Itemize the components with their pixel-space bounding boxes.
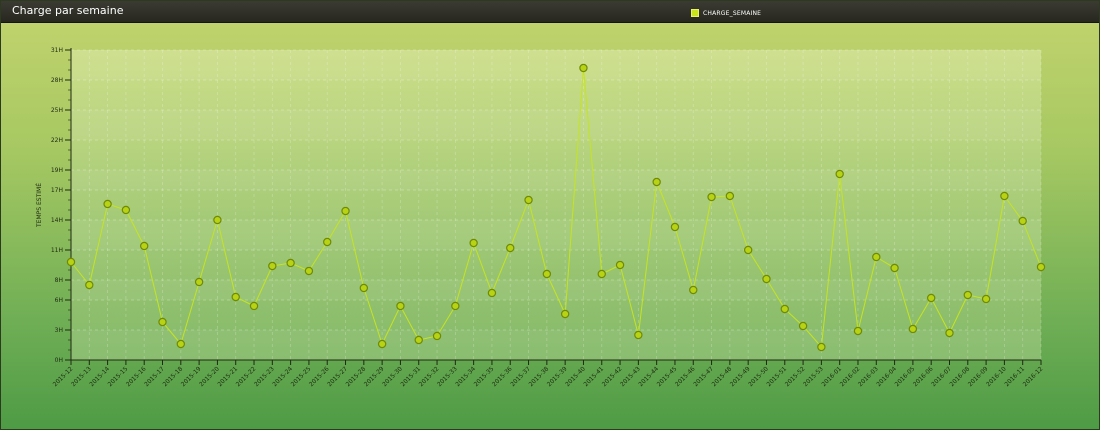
data-point <box>853 326 863 336</box>
data-point <box>1018 216 1027 226</box>
data-point <box>103 199 112 209</box>
data-point <box>341 206 350 216</box>
data-point <box>323 237 332 247</box>
data-point <box>670 222 680 232</box>
data-point <box>542 269 552 279</box>
data-point <box>1036 262 1046 272</box>
data-point <box>963 290 972 300</box>
y-tick-label: 14H <box>51 217 63 224</box>
data-point <box>634 330 643 340</box>
legend-swatch <box>691 9 699 17</box>
data-point <box>945 328 954 338</box>
grid-band <box>71 110 1041 140</box>
y-tick-label: 17H <box>51 187 63 194</box>
data-point <box>560 309 570 319</box>
data-point <box>780 304 789 314</box>
data-point <box>689 285 698 295</box>
y-tick-label: 3H <box>55 327 63 334</box>
data-point <box>286 258 295 268</box>
y-tick-label: 19H <box>51 167 63 174</box>
grid-band <box>71 280 1041 300</box>
data-point <box>872 252 881 262</box>
data-point <box>213 215 222 225</box>
data-point <box>652 177 661 187</box>
title-bar: Charge par semaine CHARGE_SEMAINE <box>1 1 1099 23</box>
data-point <box>890 263 899 273</box>
data-point <box>798 321 808 331</box>
data-point <box>506 243 515 253</box>
y-tick-label: 8H <box>55 277 63 284</box>
y-tick-label: 31H <box>51 47 63 54</box>
data-point <box>469 238 478 248</box>
data-point <box>1000 191 1009 201</box>
data-point <box>85 280 94 290</box>
data-point <box>981 294 991 304</box>
data-point <box>908 324 918 334</box>
y-axis-label: TEMPS ESTIMÉ <box>35 183 43 228</box>
legend: CHARGE_SEMAINE <box>691 8 761 18</box>
x-tick-label: 2016-12 <box>1022 365 1045 388</box>
data-point <box>140 241 149 251</box>
data-point <box>231 292 240 302</box>
data-point <box>414 335 423 345</box>
data-point <box>926 293 936 303</box>
data-point <box>579 63 588 73</box>
data-point <box>249 301 259 311</box>
data-point <box>725 191 735 201</box>
data-point <box>762 274 771 284</box>
data-point <box>524 195 533 205</box>
y-tick-label: 22H <box>51 137 63 144</box>
data-point <box>268 261 277 271</box>
chart-title: Charge par semaine <box>12 4 124 17</box>
y-tick-label: 11H <box>51 247 63 254</box>
legend-label: CHARGE_SEMAINE <box>703 9 762 17</box>
data-point <box>359 283 369 293</box>
data-point <box>396 301 405 311</box>
grid-band <box>71 330 1041 360</box>
grid-band <box>71 220 1041 250</box>
data-point <box>597 269 606 279</box>
data-point <box>66 257 76 267</box>
data-point <box>432 331 442 341</box>
data-point <box>304 266 314 276</box>
grid-band <box>71 170 1041 190</box>
data-point <box>451 301 460 311</box>
grid-band <box>71 50 1041 80</box>
data-point <box>121 205 131 215</box>
data-point <box>487 288 497 298</box>
data-point <box>835 169 844 179</box>
data-point <box>707 192 716 202</box>
plot-area <box>71 50 1041 360</box>
data-point <box>176 339 186 349</box>
data-point <box>194 277 204 287</box>
y-tick-label: 28H <box>51 77 63 84</box>
y-tick-label: 0H <box>55 357 63 364</box>
data-point <box>158 317 167 327</box>
y-tick-label: 25H <box>51 107 63 114</box>
data-point <box>743 245 753 255</box>
data-point <box>377 339 387 349</box>
data-point <box>615 260 625 270</box>
y-tick-label: 6H <box>55 297 63 304</box>
data-point <box>817 342 826 352</box>
